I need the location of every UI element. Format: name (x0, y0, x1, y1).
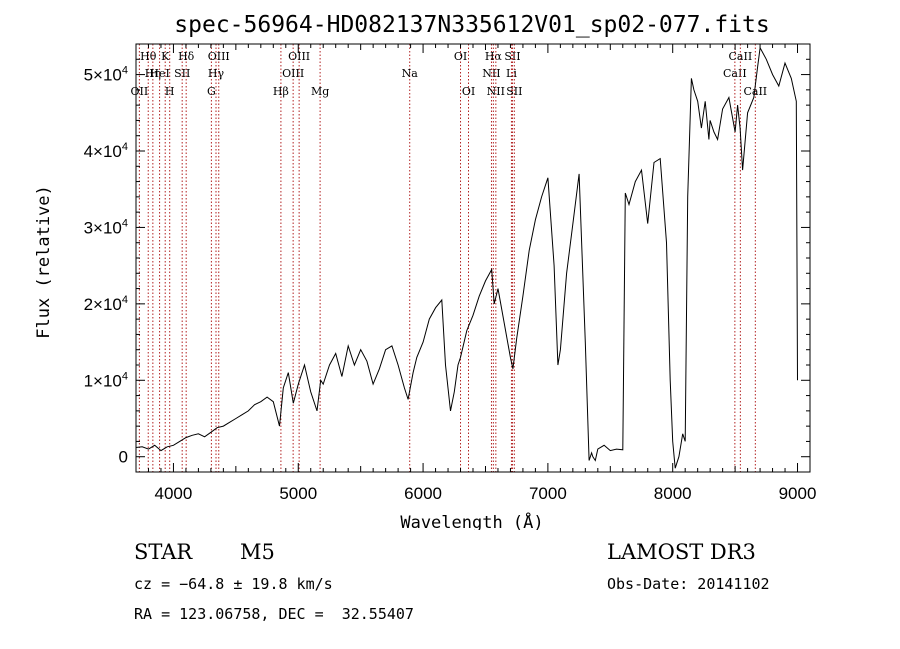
spectral-line-label: HeI (149, 67, 169, 80)
spectral-line-label: CaII (723, 67, 747, 80)
spectral-line-label: CaII (743, 85, 767, 98)
spectral-line-label: SII (506, 85, 522, 98)
x-tick-label: 4000 (155, 484, 193, 503)
spectral-line-label: OI (454, 50, 467, 63)
y-tick-mantissa: 2×10 (84, 295, 122, 314)
spectral-line-label: SII (504, 50, 520, 63)
object-type: STAR (134, 540, 193, 564)
y-tick-exponent: 4 (122, 217, 128, 229)
y-tick-mantissa: 5×10 (84, 66, 122, 85)
y-axis-label: Flux (relative) (34, 185, 54, 339)
spectral-line-label: Li (506, 67, 517, 80)
y-tick-label: 4×104 (84, 141, 128, 161)
spectral-line-label: G (207, 85, 216, 98)
y-tick-mantissa: 3×10 (84, 218, 122, 237)
y-tick-exponent: 4 (122, 294, 128, 306)
spectral-line-label: OIII (288, 50, 310, 63)
x-tick-label: 9000 (779, 484, 817, 503)
plot-frame (135, 43, 811, 473)
x-axis: 4000 5000 6000 7000 8000 9000 (147, 44, 817, 503)
y-tick-mantissa: 0 (119, 448, 128, 467)
y-tick-exponent: 4 (122, 65, 128, 77)
sky-coordinates: RA = 123.06758, DEC = 32.55407 (134, 605, 414, 623)
y-tick-label: 0 (119, 448, 128, 467)
spectral-line-label: Hη (145, 67, 161, 80)
spectral-line-label: Mg (311, 85, 329, 98)
y-tick-exponent: 4 (122, 370, 128, 382)
x-axis-label: Wavelength (Å) (400, 511, 543, 530)
x-tick-label: 6000 (404, 484, 442, 503)
spectral-line-label: Hα (485, 50, 503, 63)
x-tick-label: 8000 (654, 484, 692, 503)
spectrum-chart: spec-56964-HD082137N335612V01_sp02-077.f… (34, 12, 817, 530)
spectrum-series-line (135, 46, 798, 469)
y-tick-label: 1×104 (84, 370, 128, 390)
spectral-line-label: Na (402, 67, 419, 80)
y-tick-label: 2×104 (84, 294, 128, 314)
y-tick-label: 3×104 (84, 217, 128, 237)
spectral-line-label: OIII (282, 67, 304, 80)
spectral-line-label: Hβ (273, 85, 289, 98)
object-subclass: M5 (240, 540, 275, 564)
spectral-line-label: Hδ (178, 50, 195, 63)
spectral-line-label: Hθ (140, 50, 157, 63)
spectral-line-label: NII (482, 67, 500, 80)
y-tick-mantissa: 1×10 (84, 371, 122, 390)
spectral-line-label: CaII (729, 50, 753, 63)
spectral-line-label: H (165, 85, 175, 98)
spectral-line-label: NII (487, 85, 505, 98)
x-tick-label: 5000 (279, 484, 317, 503)
survey-name: LAMOST DR3 (607, 540, 756, 564)
y-tick-mantissa: 4×10 (84, 142, 122, 161)
spectral-line-label: OII (131, 85, 149, 98)
spectral-line-label: K (161, 50, 170, 63)
redshift-cz: cz = −64.8 ± 19.8 km/s (134, 575, 333, 593)
chart-title: spec-56964-HD082137N335612V01_sp02-077.f… (174, 12, 769, 38)
x-tick-label: 7000 (529, 484, 567, 503)
spectral-line-label: Hγ (208, 67, 225, 80)
spectral-line-label: SII (174, 67, 190, 80)
y-tick-exponent: 4 (122, 141, 128, 153)
spectral-line-label: OI (462, 85, 475, 98)
spectral-line-label: OIII (208, 50, 230, 63)
y-tick-label: 5×104 (84, 65, 128, 85)
observation-date: Obs-Date: 20141102 (607, 575, 770, 593)
